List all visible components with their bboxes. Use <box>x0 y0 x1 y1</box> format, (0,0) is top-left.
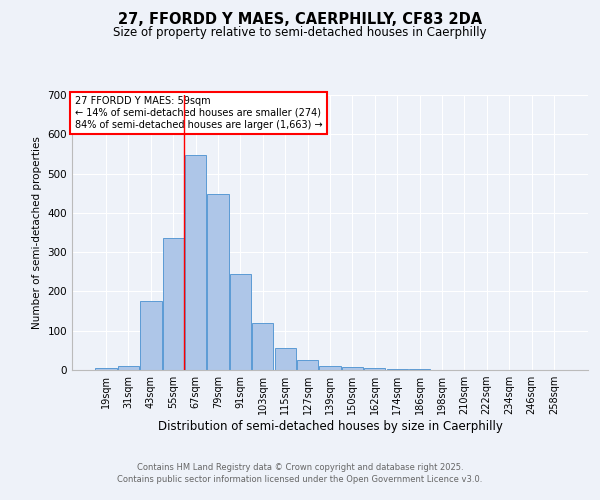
Bar <box>275 348 296 370</box>
Y-axis label: Number of semi-detached properties: Number of semi-detached properties <box>32 136 42 329</box>
Bar <box>342 367 363 370</box>
Text: Contains public sector information licensed under the Open Government Licence v3: Contains public sector information licen… <box>118 475 482 484</box>
Text: 27, FFORDD Y MAES, CAERPHILLY, CF83 2DA: 27, FFORDD Y MAES, CAERPHILLY, CF83 2DA <box>118 12 482 28</box>
Bar <box>319 366 341 370</box>
Text: 27 FFORDD Y MAES: 59sqm
← 14% of semi-detached houses are smaller (274)
84% of s: 27 FFORDD Y MAES: 59sqm ← 14% of semi-de… <box>74 96 322 130</box>
Bar <box>208 194 229 370</box>
Bar <box>252 323 274 370</box>
Bar <box>95 368 117 370</box>
Text: Size of property relative to semi-detached houses in Caerphilly: Size of property relative to semi-detach… <box>113 26 487 39</box>
Bar <box>364 368 385 370</box>
Bar <box>409 369 430 370</box>
X-axis label: Distribution of semi-detached houses by size in Caerphilly: Distribution of semi-detached houses by … <box>158 420 502 433</box>
Bar <box>140 301 161 370</box>
Bar <box>163 238 184 370</box>
Bar <box>386 369 408 370</box>
Text: Contains HM Land Registry data © Crown copyright and database right 2025.: Contains HM Land Registry data © Crown c… <box>137 462 463 471</box>
Bar <box>118 366 139 370</box>
Bar <box>230 274 251 370</box>
Bar <box>297 360 318 370</box>
Bar <box>185 154 206 370</box>
